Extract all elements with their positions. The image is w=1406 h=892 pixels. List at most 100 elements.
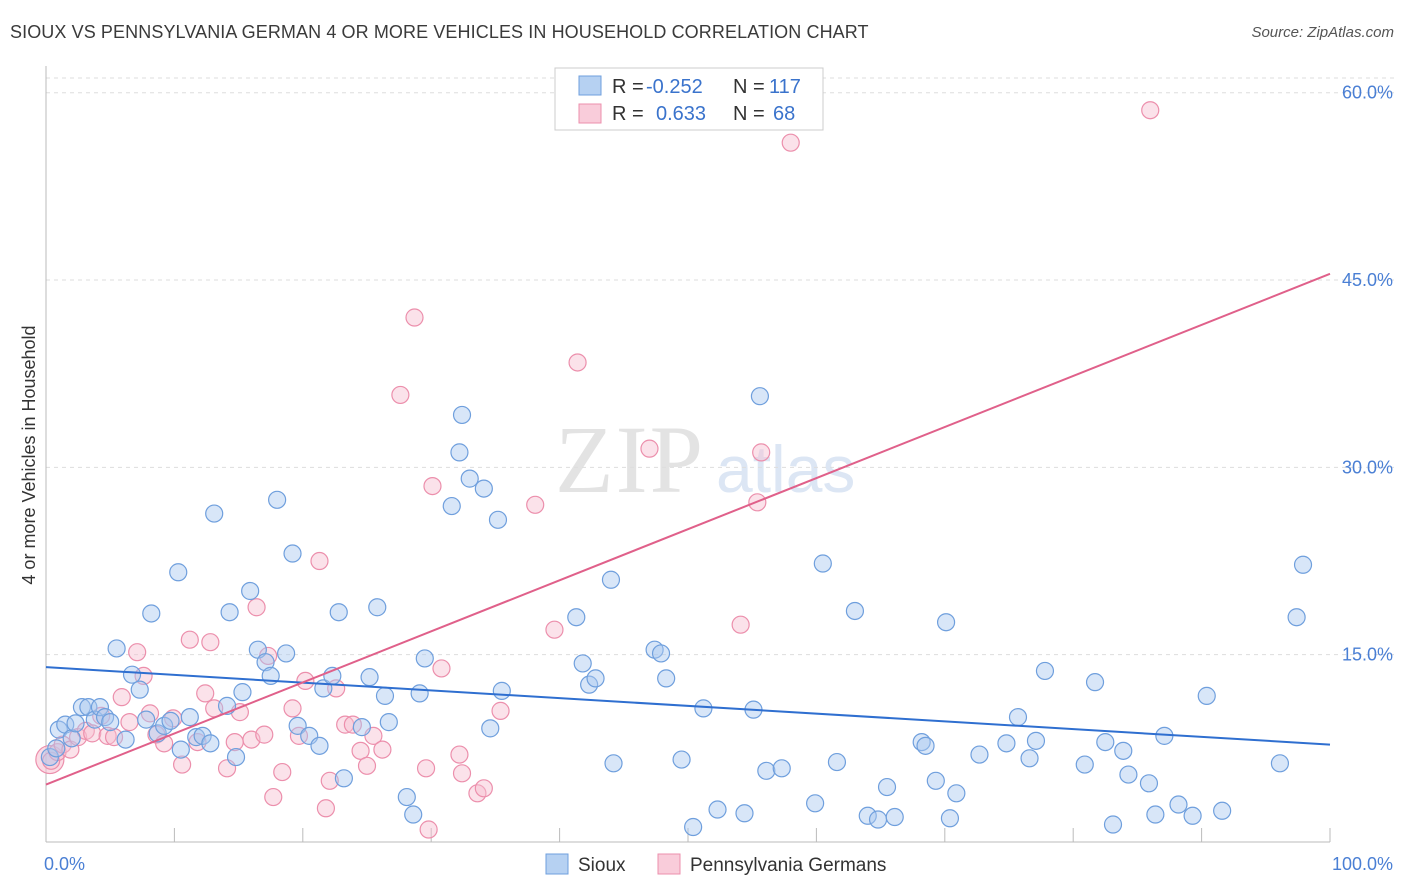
data-point-sioux	[1026, 731, 1046, 750]
data-point-sioux	[241, 581, 260, 601]
data-point-sioux	[171, 740, 190, 759]
trend-line-pennsylvania-germans	[45, 272, 1331, 786]
data-point-sioux	[877, 777, 897, 797]
data-point-sioux	[283, 544, 302, 563]
y-tick-label: 15.0%	[1342, 645, 1393, 665]
data-point-pennsylvania-germans	[104, 728, 124, 747]
data-point-sioux	[651, 644, 671, 663]
data-point-sioux	[452, 405, 472, 425]
data-point-sioux	[750, 387, 770, 406]
data-point-sioux	[193, 726, 212, 745]
data-point-sioux	[481, 719, 500, 738]
data-point-sioux	[970, 745, 989, 764]
data-point-sioux	[368, 598, 387, 617]
data-point-pennsylvania-germans	[273, 762, 292, 782]
data-point-sioux	[940, 809, 960, 828]
bottom-legend-swatch-pennsylvania-germans	[657, 853, 681, 875]
data-point-pennsylvania-germans	[545, 620, 564, 639]
data-point-pennsylvania-germans	[316, 799, 336, 818]
data-point-sioux	[936, 613, 956, 632]
data-point-pennsylvania-germans	[196, 684, 215, 703]
trend-lines	[45, 272, 1331, 786]
data-point-sioux	[827, 752, 847, 772]
data-point-pennsylvania-germans	[83, 724, 102, 743]
data-point-sioux	[684, 817, 703, 837]
data-point-pennsylvania-germans	[134, 666, 153, 686]
data-point-sioux	[375, 686, 395, 705]
data-point-sioux	[397, 787, 416, 807]
data-point-pennsylvania-germans	[452, 764, 472, 783]
data-point-sioux	[1119, 765, 1138, 784]
data-point-pennsylvania-germans	[432, 659, 451, 678]
y-axis-title: 4 or more Vehicles in Household	[19, 325, 39, 584]
data-point-sioux	[62, 729, 81, 748]
legend: R = -0.252 N = 117 R = 0.633 N = 68	[554, 67, 824, 131]
data-point-sioux	[233, 683, 252, 702]
data-point-sioux	[122, 665, 142, 684]
data-point-sioux	[474, 479, 493, 498]
y-tick-label: 60.0%	[1342, 83, 1393, 103]
axes	[45, 66, 1331, 843]
watermark-zip: ZIP	[555, 406, 705, 513]
data-point-sioux	[116, 730, 135, 749]
data-point-sioux	[708, 800, 727, 819]
legend-n-value-sioux: 117	[769, 76, 801, 98]
data-point-sioux	[947, 784, 966, 803]
data-point-sioux	[1213, 801, 1232, 820]
data-point-pennsylvania-germans	[180, 630, 199, 649]
data-point-sioux	[142, 604, 161, 623]
data-point-sioux	[1183, 806, 1202, 825]
data-point-sioux	[567, 608, 586, 627]
data-point-sioux	[450, 443, 469, 462]
data-point-pennsylvania-germans	[474, 779, 493, 798]
data-point-sioux	[916, 736, 935, 755]
data-point-sioux	[404, 805, 423, 824]
bottom-legend-label-sioux: Sioux	[578, 855, 626, 876]
data-point-sioux	[772, 759, 791, 778]
data-point-sioux	[460, 469, 479, 488]
data-point-pennsylvania-germans	[419, 820, 438, 839]
data-point-pennsylvania-germans	[526, 495, 545, 514]
data-point-sioux	[1146, 805, 1165, 824]
data-point-sioux	[95, 708, 115, 727]
data-point-sioux	[205, 504, 224, 523]
data-point-sioux	[845, 601, 865, 621]
data-point-sioux	[334, 769, 353, 788]
data-point-sioux	[161, 711, 180, 730]
legend-r-label-sioux: R =	[612, 76, 644, 98]
grid-lines	[46, 77, 1395, 656]
legend-r-value-pennsylvania-germans: 0.633	[656, 103, 706, 125]
data-point-sioux	[310, 736, 329, 755]
data-point-pennsylvania-germans	[640, 439, 659, 458]
data-point-sioux	[137, 710, 156, 729]
legend-swatch-pennsylvania-germans	[578, 103, 602, 124]
data-point-sioux	[1103, 815, 1123, 834]
bottom-legend-swatch-sioux	[545, 853, 569, 875]
data-point-sioux	[1169, 795, 1188, 814]
data-point-pennsylvania-germans	[247, 598, 266, 617]
data-point-sioux	[329, 603, 348, 622]
data-point-sioux	[101, 713, 120, 732]
data-point-sioux	[442, 496, 461, 516]
data-point-pennsylvania-germans	[731, 615, 750, 634]
legend-swatch-sioux	[578, 75, 602, 96]
bottom-legend: Sioux Pennsylvania Germans	[545, 853, 886, 876]
legend-n-value-pennsylvania-germans: 68	[773, 103, 795, 125]
data-point-pennsylvania-germans	[351, 741, 370, 760]
data-point-sioux	[1085, 673, 1105, 692]
data-point-sioux	[694, 699, 713, 718]
data-point-sioux	[1114, 741, 1133, 760]
data-point-sioux	[657, 669, 676, 688]
data-point-pennsylvania-germans	[416, 759, 436, 778]
data-point-sioux	[858, 806, 877, 825]
data-point-sioux	[169, 563, 188, 582]
data-point-sioux	[573, 654, 592, 673]
x-tick-label: 100.0%	[1332, 854, 1393, 874]
data-point-pennsylvania-germans	[320, 771, 339, 790]
data-point-sioux	[201, 734, 220, 753]
data-point-sioux	[1096, 732, 1115, 752]
data-point-sioux	[130, 680, 149, 699]
data-point-sioux	[926, 771, 945, 790]
data-point-pennsylvania-germans	[173, 755, 192, 774]
data-point-sioux	[47, 739, 66, 758]
